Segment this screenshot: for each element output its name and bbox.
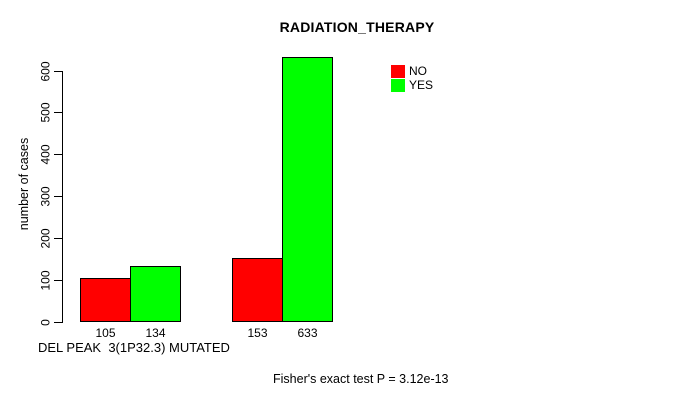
legend: NO YES	[391, 64, 433, 92]
fisher-test-footnote: Fisher's exact test P = 3.12e-13	[273, 372, 449, 386]
bar-value-label: 134	[145, 326, 166, 340]
y-axis-tick-label: 300	[38, 186, 53, 207]
bar-value-label: 153	[247, 326, 268, 340]
y-axis-tick	[54, 112, 62, 114]
bar-value-label: 105	[95, 326, 116, 340]
legend-item-no: NO	[391, 64, 433, 78]
x-axis-label: DEL PEAK 3(1P32.3) MUTATED	[38, 340, 230, 355]
y-axis-tick	[54, 70, 62, 72]
y-axis-tick-label: 200	[38, 228, 53, 249]
legend-label: YES	[409, 77, 434, 92]
y-axis-tick	[54, 279, 62, 281]
legend-swatch-no	[391, 64, 405, 78]
y-axis-tick	[54, 321, 62, 323]
y-axis-label: number of cases	[17, 137, 31, 231]
bar-no-group1	[80, 278, 131, 322]
bar-value-label: 633	[297, 326, 318, 340]
y-axis-tick	[54, 154, 62, 156]
y-axis-tick-label: 400	[38, 144, 53, 165]
y-axis-tick	[54, 237, 62, 239]
y-axis-tick-label: 600	[38, 60, 53, 82]
legend-swatch-yes	[391, 78, 405, 92]
y-axis-tick-label: 100	[38, 270, 53, 291]
y-axis-tick	[54, 196, 62, 197]
bar-no-group2	[232, 258, 283, 322]
chart-title: RADIATION_THERAPY	[279, 19, 435, 35]
y-axis-line	[62, 71, 63, 323]
y-axis-tick-label: 0	[38, 318, 53, 326]
bar-yes-group1	[130, 266, 181, 322]
legend-item-yes: YES	[391, 78, 433, 92]
legend-label: NO	[409, 63, 427, 78]
y-axis-tick-label: 500	[38, 102, 53, 123]
bar-yes-group2	[282, 57, 333, 322]
